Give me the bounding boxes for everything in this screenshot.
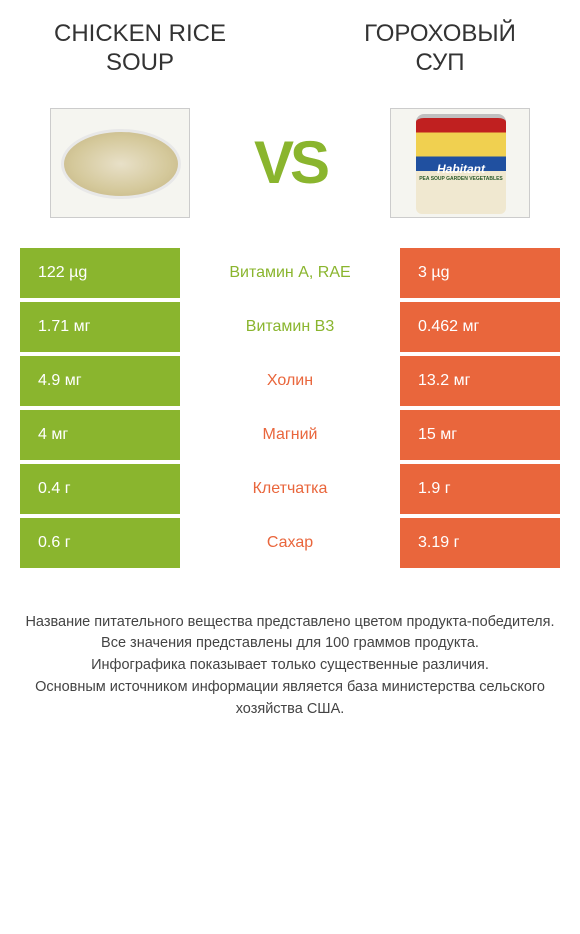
nutrient-label: Холин bbox=[180, 356, 400, 406]
footer-line: Название питательного вещества представл… bbox=[24, 612, 556, 634]
left-value: 4 мг bbox=[20, 410, 180, 460]
nutrient-label: Магний bbox=[180, 410, 400, 460]
right-value: 3.19 г bbox=[400, 518, 560, 568]
right-product-title: ГОРОХОВЫЙ СУП bbox=[340, 20, 540, 78]
vs-label: VS bbox=[254, 128, 326, 197]
image-row: VS Habitant PEA SOUP GARDEN VEGETABLES bbox=[0, 88, 580, 248]
table-row: 122 µgВитамин A, RAE3 µg bbox=[20, 248, 560, 298]
comparison-table: 122 µgВитамин A, RAE3 µg1.71 мгВитамин B… bbox=[0, 248, 580, 568]
table-row: 0.6 гСахар3.19 г bbox=[20, 518, 560, 568]
left-value: 1.71 мг bbox=[20, 302, 180, 352]
right-value: 1.9 г bbox=[400, 464, 560, 514]
header: CHICKEN RICE SOUP ГОРОХОВЫЙ СУП bbox=[0, 0, 580, 88]
nutrient-label: Витамин B3 bbox=[180, 302, 400, 352]
left-value: 4.9 мг bbox=[20, 356, 180, 406]
left-value: 0.6 г bbox=[20, 518, 180, 568]
left-product-title: CHICKEN RICE SOUP bbox=[40, 20, 240, 78]
can-brand: Habitant bbox=[416, 162, 506, 176]
nutrient-label: Клетчатка bbox=[180, 464, 400, 514]
left-value: 122 µg bbox=[20, 248, 180, 298]
nutrient-label: Сахар bbox=[180, 518, 400, 568]
right-value: 13.2 мг bbox=[400, 356, 560, 406]
right-value: 15 мг bbox=[400, 410, 560, 460]
table-row: 4 мгМагний15 мг bbox=[20, 410, 560, 460]
footer-line: Все значения представлены для 100 граммо… bbox=[24, 633, 556, 655]
footer-notes: Название питательного вещества представл… bbox=[0, 572, 580, 721]
soup-bowl-icon bbox=[61, 129, 181, 199]
soup-can-icon: Habitant PEA SOUP GARDEN VEGETABLES bbox=[416, 114, 506, 214]
right-value: 0.462 мг bbox=[400, 302, 560, 352]
right-value: 3 µg bbox=[400, 248, 560, 298]
footer-line: Основным источником информации является … bbox=[24, 677, 556, 721]
table-row: 4.9 мгХолин13.2 мг bbox=[20, 356, 560, 406]
nutrient-label: Витамин A, RAE bbox=[180, 248, 400, 298]
can-sub: PEA SOUP GARDEN VEGETABLES bbox=[416, 176, 506, 182]
table-row: 0.4 гКлетчатка1.9 г bbox=[20, 464, 560, 514]
left-value: 0.4 г bbox=[20, 464, 180, 514]
footer-line: Инфографика показывает только существенн… bbox=[24, 655, 556, 677]
left-product-image bbox=[50, 108, 190, 218]
right-product-image: Habitant PEA SOUP GARDEN VEGETABLES bbox=[390, 108, 530, 218]
table-row: 1.71 мгВитамин B30.462 мг bbox=[20, 302, 560, 352]
